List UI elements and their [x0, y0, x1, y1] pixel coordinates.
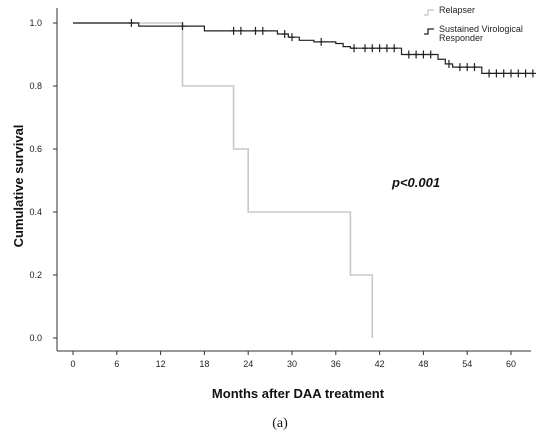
series-layer — [73, 19, 536, 338]
p-value-annotation: p<0.001 — [391, 175, 440, 190]
y-tick-label: 1.0 — [29, 18, 42, 28]
y-tick-label: 0.4 — [29, 207, 42, 217]
x-tick-label: 24 — [243, 359, 253, 369]
legend-swatch — [424, 9, 434, 16]
x-tick-label: 60 — [506, 359, 516, 369]
y-tick-label: 0.2 — [29, 270, 42, 280]
x-tick-label: 30 — [287, 359, 297, 369]
figure-caption: (a) — [272, 416, 288, 431]
y-tick-label: 0.6 — [29, 144, 42, 154]
x-tick-label: 18 — [199, 359, 209, 369]
x-tick-label: 36 — [331, 359, 341, 369]
legend-label: Relapser — [439, 5, 475, 15]
x-tick-label: 6 — [114, 359, 119, 369]
axes: 0 6 12 18 24 30 36 42 48 54 60 0.0 0.2 0.4 0.6 0.8 1.0 — [29, 8, 531, 369]
y-tick-label: 0.8 — [29, 81, 42, 91]
y-tick-label: 0.0 — [29, 333, 42, 343]
x-tick-label: 48 — [418, 359, 428, 369]
x-axis-title: Months after DAA treatment — [212, 386, 385, 401]
legend-label: Responder — [439, 33, 483, 43]
y-axis-title: Cumulative survival — [11, 125, 26, 248]
x-tick-label: 54 — [462, 359, 472, 369]
x-tick-label: 42 — [375, 359, 385, 369]
x-tick-label: 12 — [156, 359, 166, 369]
x-tick-label: 0 — [70, 359, 75, 369]
legend-label: Sustained Virological — [439, 24, 523, 34]
relapser-curve — [73, 22, 374, 338]
legend-swatch — [424, 28, 434, 35]
